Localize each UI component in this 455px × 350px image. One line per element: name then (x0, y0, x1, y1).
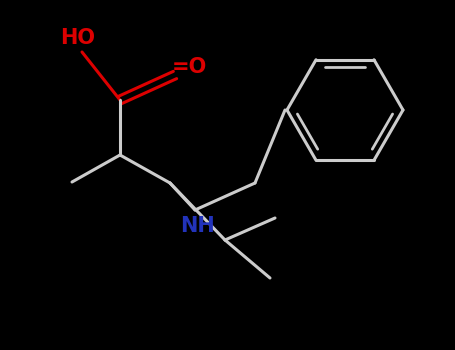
Text: =O: =O (172, 57, 207, 77)
Text: HO: HO (61, 28, 96, 48)
Text: NH: NH (180, 216, 214, 236)
